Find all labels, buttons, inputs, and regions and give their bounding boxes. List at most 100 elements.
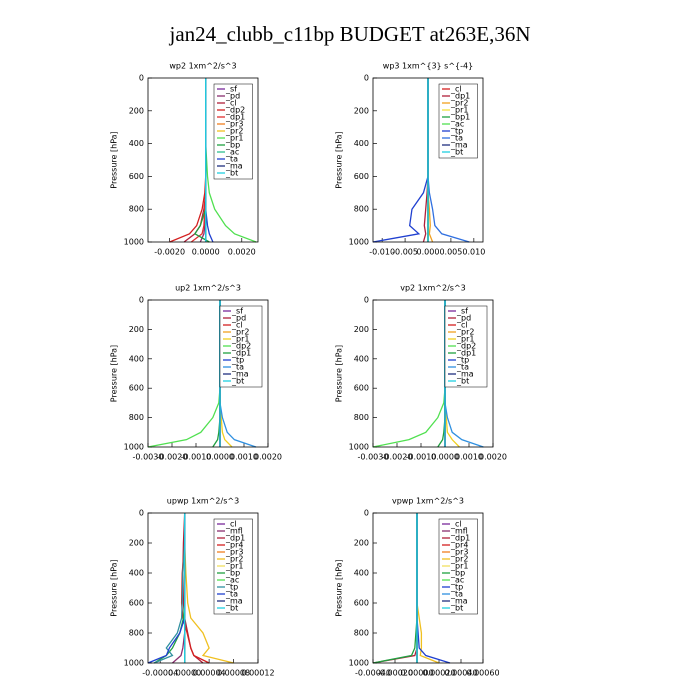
x-tick-label: 0.0010 (455, 453, 483, 462)
x-tick-label: 0.000 (417, 248, 440, 257)
legend-label: _pr2 (231, 328, 249, 337)
legend-label: _ac (225, 576, 239, 585)
legend-label: _sf (225, 85, 237, 94)
y-tick-label: 600 (354, 384, 369, 393)
legend-label: _mfl (450, 527, 468, 536)
legend-label: _dp1 (456, 349, 476, 358)
legend-label: _dp1 (450, 534, 470, 543)
panel: upwp 1xm^2/s^3 Pressure [hPa] 0 200 400 600 80… (110, 497, 275, 678)
legend-label: _pd (456, 314, 471, 323)
y-tick-label: 800 (129, 413, 144, 422)
plot-frame (372, 512, 484, 664)
y-tick-label: 400 (354, 139, 369, 148)
x-tick-label: 0.0020 (228, 248, 256, 257)
y-tick-label: 1000 (124, 238, 144, 247)
x-tick-label: 0.0010 (230, 453, 258, 462)
y-tick-label: 1000 (349, 238, 369, 247)
legend-label: _pr3 (225, 120, 243, 129)
y-tick-label: 0 (364, 74, 369, 83)
x-tick-label: 0.0020 (479, 453, 507, 462)
y-tick-label: 800 (129, 205, 144, 214)
legend-label: _pr1 (231, 335, 249, 344)
legend-label: _mfl (225, 527, 243, 536)
y-axis-label: Pressure [hPa] (335, 131, 344, 188)
figure-title: jan24_clubb_c11bp BUDGET at263E,36N (168, 22, 530, 46)
legend-label: _pr2 (450, 99, 468, 108)
x-tick-label: 0.0000 (431, 453, 459, 462)
legend-label: _pr1 (456, 335, 474, 344)
y-tick-label: 200 (129, 539, 144, 548)
plot-frame (147, 77, 259, 243)
legend-label: _tp (450, 127, 463, 136)
y-tick-label: 800 (129, 629, 144, 638)
panel-title: vpwp 1xm^2/s^3 (392, 497, 464, 506)
legend-label: _ta (225, 155, 238, 164)
y-axis-label: Pressure [hPa] (110, 131, 119, 188)
x-tick-label: 0.00020 (422, 669, 455, 678)
legend-label: _pr4 (450, 541, 468, 550)
legend-label: _ma (225, 597, 243, 606)
y-tick-label: 600 (354, 172, 369, 181)
panel-title: upwp 1xm^2/s^3 (167, 497, 239, 506)
y-tick-label: 800 (354, 413, 369, 422)
x-tick-label: 0.0000 (206, 453, 234, 462)
y-tick-label: 200 (354, 325, 369, 334)
legend-label: _bp (450, 569, 465, 578)
x-tick-label: -0.0010 (406, 453, 437, 462)
legend-label: _bp1 (450, 113, 470, 122)
legend-label: _pr2 (456, 328, 474, 337)
legend-label: _ta (456, 363, 469, 372)
legend-label: _pr1 (225, 134, 243, 143)
x-tick-label: -0.005 (392, 248, 418, 257)
legend-label: _dp2 (225, 106, 245, 115)
legend-label: _pr1 (225, 562, 243, 571)
panel: vpwp 1xm^2/s^3 Pressure [hPa] 0 200 400 600 80… (335, 497, 500, 678)
legend-label: _pr3 (450, 548, 468, 557)
y-tick-label: 1000 (124, 659, 144, 668)
y-tick-label: 0 (364, 509, 369, 518)
legend-label: _bt (456, 377, 469, 386)
legend-label: _dp1 (225, 113, 245, 122)
y-tick-label: 600 (354, 599, 369, 608)
legend-label: _bt (225, 604, 238, 613)
legend-label: _bt (450, 604, 463, 613)
y-tick-label: 400 (354, 354, 369, 363)
y-axis-label: Pressure [hPa] (110, 345, 119, 402)
legend-label: _ma (450, 597, 468, 606)
y-tick-label: 1000 (349, 659, 369, 668)
y-tick-label: 0 (139, 296, 144, 305)
y-tick-label: 0 (139, 74, 144, 83)
x-tick-label: 0.00000 (168, 669, 201, 678)
legend-label: _bt (225, 169, 238, 178)
legend-label: _ta (450, 590, 463, 599)
plot-frame (372, 299, 494, 448)
legend-label: _cl (225, 520, 237, 529)
x-tick-label: 0.00040 (444, 669, 477, 678)
legend-label: _pr2 (450, 555, 468, 564)
legend-label: _pr1 (450, 562, 468, 571)
legend-label: _ma (456, 370, 474, 379)
plot-frame (147, 299, 269, 448)
legend-label: _pr4 (225, 541, 243, 550)
x-tick-label: -0.0020 (154, 248, 185, 257)
legend-label: _tp (456, 356, 469, 365)
legend-label: _sf (231, 307, 243, 316)
legend-label: _bp (225, 569, 240, 578)
legend-label: _pr3 (225, 548, 243, 557)
panel-title: up2 1xm^2/s^3 (175, 284, 241, 293)
legend-label: _ta (231, 363, 244, 372)
panel-title: wp2 1xm^2/s^3 (169, 62, 236, 71)
y-tick-label: 200 (129, 325, 144, 334)
y-tick-label: 600 (129, 172, 144, 181)
legend-label: _cl (456, 321, 468, 330)
x-tick-label: -0.0010 (181, 453, 212, 462)
legend-label: _pd (225, 92, 240, 101)
y-tick-label: 1000 (124, 443, 144, 452)
legend-label: _cl (450, 520, 462, 529)
legend-label: _tp (450, 583, 463, 592)
legend-label: _cl (225, 99, 237, 108)
legend-label: _pr2 (225, 127, 243, 136)
y-tick-label: 200 (354, 106, 369, 115)
legend-label: _dp1 (225, 534, 245, 543)
